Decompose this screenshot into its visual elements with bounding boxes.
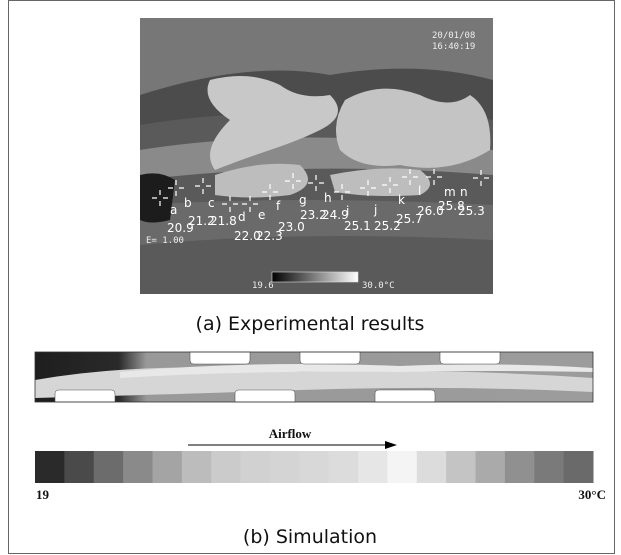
point-label: l [418,184,421,198]
figure: 20/01/08 16:40:19 E= 1.00 19.6 30.0°C a 2… [0,0,621,555]
date: 20/01/08 [432,31,475,41]
scale-cell [358,451,388,483]
simulation-field [35,352,593,402]
scale-cell [123,451,153,483]
scale-cell [241,451,271,483]
point-label: a [170,203,177,217]
point-label: e [258,208,265,222]
point-label: n [460,185,468,199]
time: 16:40:19 [432,42,475,52]
scale-cell [329,451,359,483]
point-label: j [373,203,377,217]
scale-cell [505,451,535,483]
scale-cell [417,451,447,483]
airflow-arrow [188,441,397,449]
scale-cell [35,451,65,483]
scale-cell [94,451,124,483]
sim-scale-min: 19 [36,487,50,502]
scale-cell [211,451,241,483]
point-value: 25.1 [344,219,371,233]
scale-cell [476,451,506,483]
page: {"figure": { "panel_a": { "timestamp": {… [0,0,621,555]
point-value: 23.0 [278,220,305,234]
point-label: h [324,191,332,205]
scale-cell [446,451,476,483]
scale-cell [534,451,564,483]
thermal-image [140,18,493,294]
scale-max: 30.0°C [362,281,395,291]
scale-cell [564,451,594,483]
caption: (a) Experimental results [196,313,425,335]
point-label: g [299,193,307,207]
caption: (b) Simulation [243,526,377,548]
scale-cell [64,451,94,483]
scale-cell [182,451,212,483]
scale-cell [152,451,182,483]
point-label: b [184,196,192,210]
airflow-label: Airflow [269,426,312,441]
emissivity: E= 1.00 [146,236,184,246]
sim-scale-max: 30°C [578,487,606,502]
point-label: c [208,196,215,210]
point-label: k [398,193,405,207]
point-value: 25.3 [458,204,485,218]
scale-min: 19.6 [252,281,274,291]
scale-cell [270,451,300,483]
scale-cell [299,451,329,483]
color-scale [35,451,594,483]
point-label: d [238,210,246,224]
point-value: 21.8 [210,214,237,228]
point-label: i [346,204,349,218]
scale-cell [387,451,417,483]
point-label: m [444,185,456,199]
